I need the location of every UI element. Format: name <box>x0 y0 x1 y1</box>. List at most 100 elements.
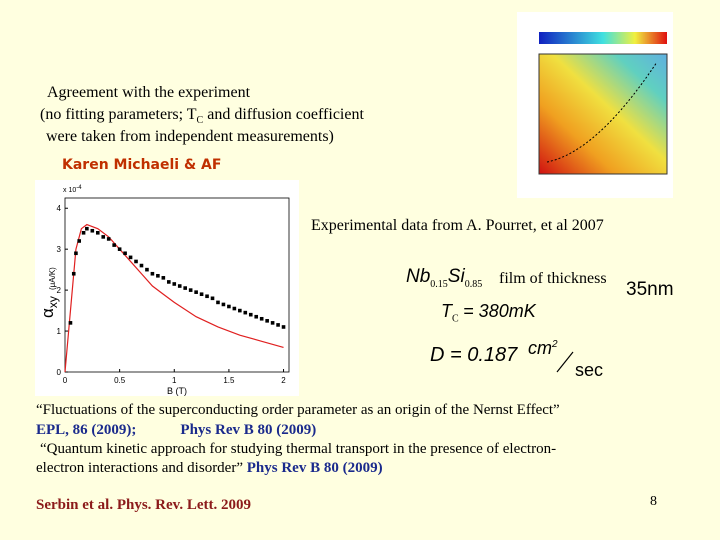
data-point <box>177 284 182 288</box>
data-point <box>85 226 89 231</box>
symbol: α <box>38 308 57 318</box>
scale-label: x 10-4 <box>63 185 82 194</box>
subscript: 0.85 <box>464 278 483 290</box>
data-point <box>156 273 160 278</box>
data-point <box>123 251 127 256</box>
plot-background <box>35 180 299 396</box>
data-point <box>74 251 78 256</box>
data-point <box>199 292 204 297</box>
data-point <box>68 321 73 325</box>
data-point <box>248 312 253 317</box>
journal: Phys Rev B 80 (2009) <box>180 422 317 438</box>
data-point <box>221 302 226 307</box>
text: (no fitting parameters; T <box>40 106 197 123</box>
data-point <box>259 316 264 321</box>
data-point <box>281 325 286 329</box>
material: Nb0.15Si0.85 <box>406 266 482 290</box>
y-tick-label: 2 <box>57 286 62 295</box>
author: Karen Michaeli & AF <box>62 157 222 173</box>
data-point <box>101 235 106 239</box>
data-point <box>95 231 100 235</box>
text: electron interactions and disorder” <box>36 460 243 476</box>
scale-exponent: -4 <box>76 185 82 191</box>
x-tick-label: 0 <box>63 376 68 385</box>
data-point <box>145 267 149 272</box>
text: and diffusion coefficient <box>207 106 364 123</box>
data-point <box>139 263 144 268</box>
data-point <box>276 323 280 327</box>
data-point <box>112 243 116 247</box>
units-den: sec <box>575 360 604 380</box>
y-tick-label: 4 <box>57 204 62 213</box>
fraction-slash <box>556 351 574 373</box>
data-point <box>205 294 209 299</box>
footer: Serbin et al. Phys. Rev. Lett. 2009 <box>36 497 251 513</box>
data-point <box>238 308 242 313</box>
data-point <box>134 259 138 264</box>
scale: x 10 <box>63 187 76 194</box>
reference: electron interactions and disorder” Phys… <box>36 460 383 477</box>
data-point <box>90 228 95 233</box>
y-tick-label: 0 <box>57 368 62 377</box>
value: D = 0.187 <box>430 344 518 366</box>
data-point <box>172 282 177 286</box>
subscript: C <box>452 313 459 325</box>
tc: TC = 380mK <box>441 301 536 325</box>
page-number: 8 <box>650 494 657 509</box>
reference: “Quantum kinetic approach for studying t… <box>40 441 557 457</box>
x-tick-label: 0.5 <box>114 376 126 385</box>
unit: cm <box>528 338 552 358</box>
symbol: T <box>441 301 452 321</box>
journal: EPL, 86 (2009); <box>36 422 137 438</box>
diffusion: D = 0.187 <box>430 344 517 367</box>
y-tick-label: 1 <box>57 327 62 336</box>
y-tick-label: 3 <box>57 245 62 254</box>
data-point <box>216 300 220 305</box>
subscript: 0.15 <box>430 278 448 290</box>
experiment-source: Experimental data from A. Pourret, et al… <box>311 217 604 234</box>
x-tick-label: 2 <box>281 376 286 385</box>
data-point <box>71 271 76 276</box>
data-point <box>232 306 237 311</box>
agreement-line: (no fitting parameters; TC and diffusion… <box>40 106 364 126</box>
axes-frame <box>64 197 290 373</box>
data-point <box>210 296 215 301</box>
x-axis-label: B (T) <box>167 386 187 396</box>
reference: EPL, 86 (2009); Phys Rev B 80 (2009) <box>36 422 316 439</box>
data-point <box>106 237 111 241</box>
superscript: 2 <box>552 339 558 350</box>
data-point <box>265 319 269 323</box>
value: = 380mK <box>463 301 536 321</box>
data-point <box>150 271 155 276</box>
data-point <box>128 255 133 260</box>
journal: Phys Rev B 80 (2009) <box>246 460 383 476</box>
data-point <box>117 247 122 251</box>
plot: 0 0.5 1 1.5 2 0 1 2 3 4 x 10-4 B (T) (μA/K) αxy <box>35 180 299 396</box>
heatmap-image <box>517 12 673 198</box>
data-point <box>227 304 231 309</box>
data-point <box>183 286 187 290</box>
data-point <box>188 288 193 292</box>
film-text: film of thickness <box>499 270 607 287</box>
reference: “Fluctuations of the superconducting ord… <box>36 402 560 418</box>
units-num: cm2 <box>528 338 558 359</box>
agreement-line: Agreement with the experiment <box>47 84 251 101</box>
data-point <box>270 321 275 325</box>
element: Si <box>447 266 465 287</box>
data-point <box>254 314 259 319</box>
data-point <box>194 290 198 294</box>
agreement-line: were taken from independent measurements… <box>46 128 334 145</box>
x-tick-label: 1.5 <box>223 376 235 385</box>
subscript: C <box>196 115 204 127</box>
theory-curve <box>64 223 284 373</box>
thickness: 35nm <box>626 279 674 300</box>
element: Nb <box>406 266 431 287</box>
data-point <box>243 310 248 315</box>
x-tick-label: 1 <box>172 376 177 385</box>
y-unit: (μA/K) <box>48 267 57 290</box>
data-point <box>167 280 171 284</box>
data-point <box>161 276 166 280</box>
y-axis-label: αxy <box>38 296 60 318</box>
data-point <box>77 239 82 243</box>
